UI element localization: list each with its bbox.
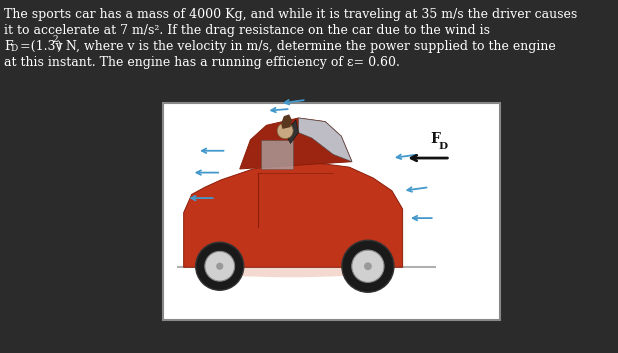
Polygon shape — [298, 118, 352, 162]
Circle shape — [196, 242, 243, 290]
Polygon shape — [184, 162, 402, 267]
Circle shape — [352, 250, 384, 282]
Text: =(1.3v: =(1.3v — [16, 40, 62, 53]
Bar — [261, 140, 293, 169]
Text: The sports car has a mass of 4000 Kg, and while it is traveling at 35 m/s the dr: The sports car has a mass of 4000 Kg, an… — [4, 8, 577, 21]
Text: F: F — [4, 40, 12, 53]
Text: it to accelerate at 7 m/s². If the drag resistance on the car due to the wind is: it to accelerate at 7 m/s². If the drag … — [4, 24, 490, 37]
Text: D: D — [438, 142, 447, 151]
Circle shape — [216, 263, 223, 270]
Ellipse shape — [206, 265, 375, 277]
Polygon shape — [240, 118, 352, 169]
Bar — [163, 103, 500, 320]
Text: at this instant. The engine has a running efficiency of ε= 0.60.: at this instant. The engine has a runnin… — [4, 56, 400, 69]
Circle shape — [205, 251, 235, 281]
Text: ) N, where v is the velocity in m/s, determine the power supplied to the engine: ) N, where v is the velocity in m/s, det… — [57, 40, 556, 53]
Circle shape — [364, 262, 372, 270]
Text: D: D — [11, 44, 18, 53]
Polygon shape — [281, 114, 292, 129]
Text: F: F — [430, 132, 440, 146]
Circle shape — [342, 240, 394, 292]
Polygon shape — [285, 120, 298, 143]
Circle shape — [277, 123, 293, 139]
Text: 2: 2 — [52, 35, 57, 44]
